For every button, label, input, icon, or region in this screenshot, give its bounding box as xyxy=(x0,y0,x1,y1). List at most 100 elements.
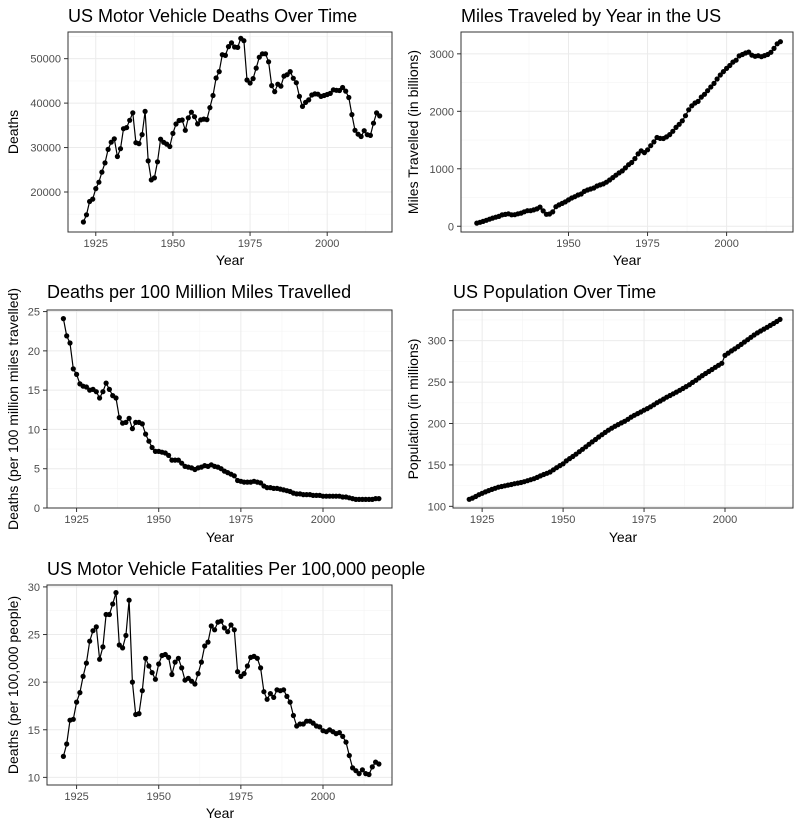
y-tick-label: 250 xyxy=(428,377,446,389)
chart-panel-1: 1925 1950 1975 2000 20000 30000 40000 50000 US M… xyxy=(5,6,393,268)
data-point xyxy=(679,118,685,124)
x-axis-title: Year xyxy=(216,252,245,268)
data-point xyxy=(629,159,635,166)
data-point xyxy=(170,130,176,136)
data-point xyxy=(139,132,145,138)
data-point xyxy=(208,623,214,629)
data-point xyxy=(244,663,250,669)
data-point xyxy=(290,75,296,81)
y-tick-label: 10 xyxy=(28,772,40,784)
data-point xyxy=(369,764,375,770)
data-point xyxy=(261,689,267,695)
data-point xyxy=(166,654,172,661)
x-axis-title: Year xyxy=(613,252,642,268)
data-point xyxy=(151,175,157,181)
y-tick-label: 3000 xyxy=(430,49,454,61)
data-point xyxy=(127,117,133,123)
data-point xyxy=(306,97,312,103)
data-point xyxy=(64,333,70,339)
data-point xyxy=(216,69,222,75)
data-point xyxy=(120,645,126,651)
data-point xyxy=(143,655,149,661)
data-point xyxy=(714,76,720,82)
x-tick-label: 1950 xyxy=(146,791,170,803)
panel-border xyxy=(460,31,794,233)
data-point xyxy=(727,62,733,69)
data-point xyxy=(358,133,364,140)
data-point xyxy=(221,625,227,631)
y-tick-label: 20 xyxy=(28,677,40,689)
data-point xyxy=(352,127,358,133)
y-axis-title: Miles Travelled (in billions) xyxy=(405,50,421,214)
data-point xyxy=(241,671,247,677)
data-point xyxy=(182,127,188,133)
series-line xyxy=(476,41,781,224)
data-point xyxy=(152,676,158,682)
data-point xyxy=(376,496,382,502)
data-point xyxy=(129,426,135,432)
y-axis-title: Deaths xyxy=(5,110,21,154)
data-point xyxy=(80,219,86,225)
data-point xyxy=(336,730,342,736)
y-tick-label: 30 xyxy=(28,582,40,594)
data-point xyxy=(682,113,689,119)
data-point xyxy=(64,741,70,747)
data-point xyxy=(340,84,346,91)
data-point xyxy=(235,44,241,51)
data-point xyxy=(139,688,145,694)
data-point xyxy=(299,103,306,109)
y-axis-title: Deaths (per 100 million miles travelled) xyxy=(5,288,21,530)
data-point xyxy=(99,169,105,175)
data-point xyxy=(213,75,219,81)
data-point xyxy=(241,38,247,44)
x-tick-label: 2000 xyxy=(311,514,335,526)
data-point xyxy=(632,156,638,162)
data-point xyxy=(172,659,178,665)
data-point xyxy=(175,457,181,463)
data-point xyxy=(648,143,654,149)
data-point xyxy=(116,415,122,421)
data-point xyxy=(777,39,784,45)
data-point xyxy=(281,687,287,693)
data-point xyxy=(77,690,83,696)
series-line xyxy=(82,37,381,223)
data-point xyxy=(175,655,181,661)
data-point xyxy=(106,386,112,392)
data-point xyxy=(136,711,142,717)
data-point xyxy=(343,739,349,745)
data-point xyxy=(96,179,102,185)
x-axis-title: Year xyxy=(609,529,638,545)
data-point xyxy=(145,158,151,164)
data-point xyxy=(262,51,269,57)
x-tick-label: 2000 xyxy=(315,238,339,250)
data-point xyxy=(711,80,717,86)
data-point xyxy=(70,716,76,722)
x-tick-label: 1950 xyxy=(556,238,580,250)
data-point xyxy=(110,601,116,607)
data-point xyxy=(97,395,103,401)
data-point xyxy=(207,105,213,111)
y-tick-label: 20000 xyxy=(30,187,61,199)
data-point xyxy=(231,627,237,633)
data-point xyxy=(93,186,99,192)
data-point xyxy=(87,638,93,644)
chart-panel-4: 1925 1950 1975 2000 100 150 200 250 300 US Popula… xyxy=(405,282,794,545)
data-point xyxy=(80,673,86,680)
data-point xyxy=(123,632,129,639)
data-point xyxy=(90,196,96,202)
data-point xyxy=(272,89,278,95)
data-point xyxy=(70,366,76,372)
x-tick-label: 1975 xyxy=(635,238,659,250)
chart-title: US Population Over Time xyxy=(453,282,656,302)
data-point xyxy=(231,473,237,479)
x-tick-label: 1975 xyxy=(229,791,253,803)
data-point xyxy=(296,93,302,99)
data-point xyxy=(247,80,253,86)
data-point xyxy=(346,94,352,101)
y-tick-label: 0 xyxy=(448,221,454,233)
y-tick-label: 2000 xyxy=(430,106,454,118)
data-point xyxy=(366,771,372,778)
x-tick-label: 1950 xyxy=(146,514,170,526)
data-point xyxy=(361,128,367,134)
data-point xyxy=(343,88,349,94)
